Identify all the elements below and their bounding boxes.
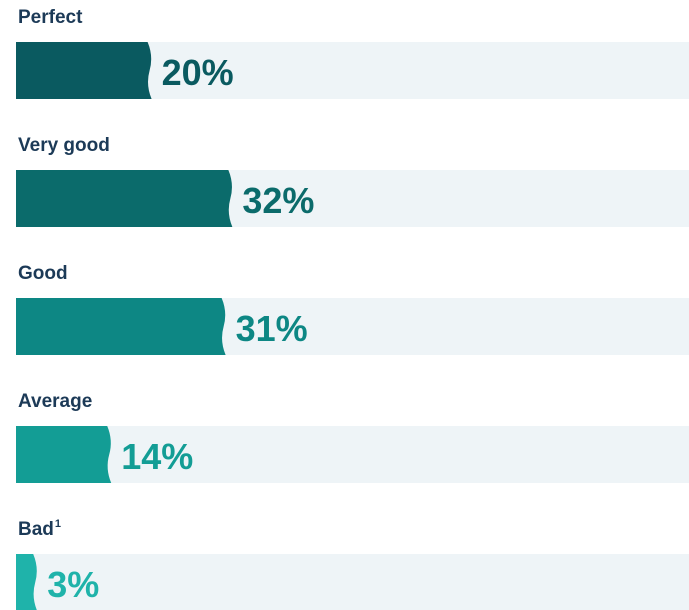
- category-label: Bad1: [18, 518, 61, 540]
- footnote-mark: 1: [55, 518, 61, 530]
- category-label: Average: [18, 391, 92, 412]
- value-label: 32%: [242, 180, 314, 221]
- bar: [16, 554, 37, 610]
- bar: [16, 170, 233, 227]
- value-label: 3%: [47, 564, 99, 605]
- bar: [16, 298, 226, 355]
- category-label: Good: [18, 263, 68, 284]
- value-label: 20%: [162, 52, 234, 93]
- bar-track: [16, 554, 689, 610]
- value-label: 31%: [236, 308, 308, 349]
- category-label: Perfect: [18, 7, 83, 28]
- category-text: Perfect: [18, 7, 83, 28]
- category-label: Very good: [18, 135, 110, 156]
- value-label: 14%: [121, 436, 193, 477]
- bar: [16, 426, 112, 483]
- category-text: Good: [18, 263, 68, 284]
- bar: [16, 42, 152, 99]
- category-text: Average: [18, 391, 92, 412]
- category-text: Very good: [18, 135, 110, 156]
- category-text: Bad: [18, 519, 54, 540]
- bar-track: [16, 426, 689, 483]
